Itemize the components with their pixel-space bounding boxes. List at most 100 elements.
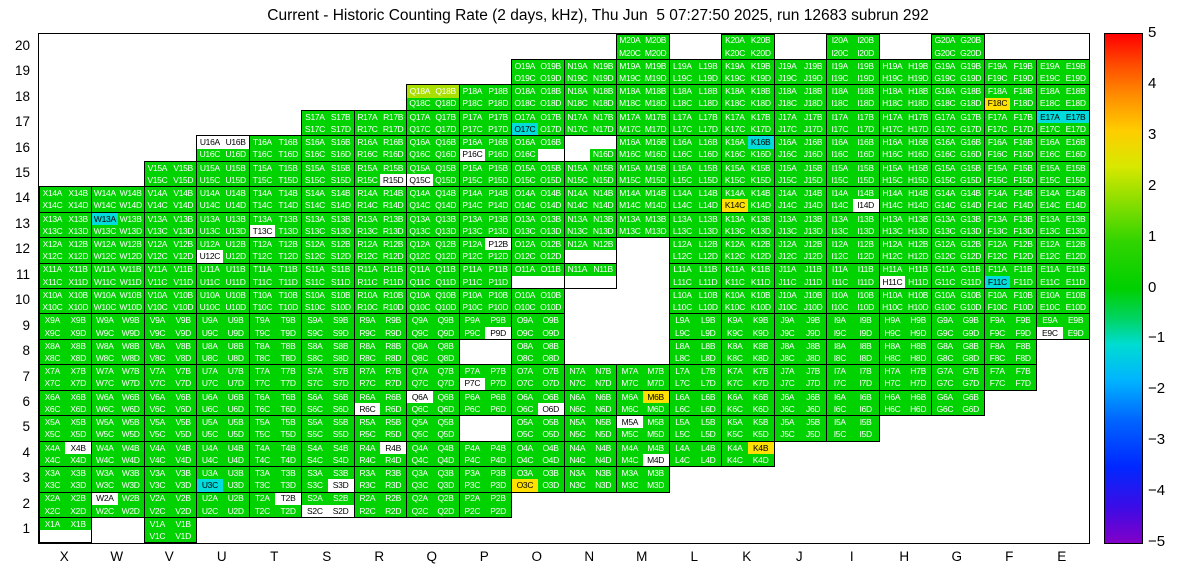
cell-X11: X11A X11B X11C X11D bbox=[39, 262, 92, 289]
module-N19A: N19A bbox=[564, 59, 591, 73]
module-S17D: S17D bbox=[327, 123, 354, 136]
module-I18A: I18A bbox=[827, 85, 853, 98]
cell-T15: T15A T15B T15C T15D bbox=[248, 160, 302, 188]
module-G19B: G19B bbox=[957, 59, 984, 73]
module-V15B: V15B bbox=[170, 161, 196, 174]
cell-X13: X13A X13B X13C X13D bbox=[39, 211, 92, 239]
module-W12C: W12C bbox=[92, 250, 118, 263]
module-U6B: U6B bbox=[222, 390, 249, 404]
module-I15C: I15C bbox=[827, 173, 853, 187]
module-R4B: R4B bbox=[380, 441, 406, 454]
module-V7A: V7A bbox=[144, 365, 171, 378]
module-V10A: V10A bbox=[144, 289, 171, 302]
module-Q3B: Q3B bbox=[432, 467, 459, 480]
module-F19A: F19A bbox=[984, 59, 1011, 73]
module-Q18C: Q18C bbox=[407, 97, 433, 110]
cell-O11: O11A O11B bbox=[511, 262, 565, 289]
module-F18D: F18D bbox=[1010, 97, 1036, 110]
module-S12A: S12A bbox=[302, 238, 328, 251]
module-E18D: E18D bbox=[1062, 97, 1089, 110]
module-W13A: W13A bbox=[92, 212, 118, 225]
module-H7C: H7C bbox=[879, 377, 906, 390]
cell-J5: J5A J5B J5C J5D bbox=[773, 415, 827, 442]
module-O10B: O10B bbox=[537, 289, 564, 302]
colorbar-tick-label: 0 bbox=[1148, 278, 1157, 296]
cell-E18: E18A E18B E18C E18D bbox=[1036, 84, 1089, 111]
module-I16A: I16A bbox=[827, 136, 853, 149]
module-W4D: W4D bbox=[117, 453, 144, 467]
cell-L7: L7A L7B L7C L7D bbox=[668, 364, 722, 391]
module-N15B: N15B bbox=[590, 161, 616, 174]
module-X8B: X8B bbox=[65, 339, 91, 353]
module-G15D: G15D bbox=[957, 173, 984, 187]
module-H19D: H19D bbox=[905, 72, 931, 85]
module-G11C: G11C bbox=[932, 275, 958, 288]
module-E11B: E11B bbox=[1062, 263, 1089, 276]
module-K14A: K14A bbox=[722, 187, 748, 200]
module-O7C: O7C bbox=[512, 377, 538, 390]
module-J15C: J15C bbox=[774, 173, 801, 187]
module-O11B: O11B bbox=[537, 263, 564, 276]
module-N3C: N3C bbox=[564, 479, 591, 492]
module-K10C: K10C bbox=[722, 301, 748, 314]
cell-Q2: Q2A Q2B Q2C Q2D bbox=[406, 491, 460, 519]
module-M5C: M5C bbox=[617, 428, 643, 441]
module-V5D: V5D bbox=[170, 428, 196, 441]
module-Q16D: Q16D bbox=[432, 148, 459, 161]
module-S5D: S5D bbox=[327, 428, 354, 441]
module-Q11A: Q11A bbox=[407, 263, 433, 276]
module-R17B: R17B bbox=[380, 110, 406, 124]
module-I9D: I9D bbox=[852, 326, 879, 339]
module-Q16C: Q16C bbox=[407, 148, 433, 161]
module-R7D: R7D bbox=[380, 377, 406, 390]
cell-P6: P6A P6B P6C P6D bbox=[458, 389, 512, 417]
module-M15D: M15D bbox=[642, 173, 669, 187]
module-M15C: M15C bbox=[617, 173, 643, 187]
module-O3A: O3A bbox=[512, 467, 538, 480]
module-J12B: J12B bbox=[800, 238, 826, 251]
module-I7A: I7A bbox=[827, 365, 853, 378]
module-X6C: X6C bbox=[39, 403, 66, 416]
module-E19C: E19C bbox=[1037, 72, 1063, 85]
module-I14C: I14C bbox=[827, 199, 853, 212]
cell-W6: W6A W6B W6C W6D bbox=[91, 389, 145, 417]
module-T7A: T7A bbox=[249, 365, 276, 378]
cell-N6: N6A N6B N6C N6D bbox=[563, 389, 617, 417]
module-X14B: X14B bbox=[65, 187, 91, 200]
module-L10B: L10B bbox=[695, 289, 721, 302]
module-M6C: M6C bbox=[617, 403, 643, 416]
module-E15C: E15C bbox=[1037, 173, 1063, 187]
module-E12D: E12D bbox=[1062, 250, 1089, 263]
cell-E15: E15A E15B E15C E15D bbox=[1036, 160, 1089, 188]
module-N13D: N13D bbox=[590, 224, 616, 238]
module-J19A: J19A bbox=[774, 59, 801, 73]
module-L4A: L4A bbox=[669, 441, 696, 454]
module-P2B: P2B bbox=[485, 492, 511, 505]
module-P4D: P4D bbox=[485, 453, 511, 467]
module-L8D: L8D bbox=[695, 352, 721, 365]
module-M5A: M5A bbox=[617, 416, 643, 429]
module-W12D: W12D bbox=[117, 250, 144, 263]
module-P15D: P15D bbox=[485, 173, 511, 187]
module-H7B: H7B bbox=[905, 365, 931, 378]
module-U13C: U13C bbox=[197, 224, 223, 238]
module-M15A: M15A bbox=[617, 161, 643, 174]
module-V11C: V11C bbox=[144, 275, 171, 288]
module-H19A: H19A bbox=[879, 59, 906, 73]
module-Q11C: Q11C bbox=[407, 275, 433, 288]
module-M4D: M4D bbox=[642, 453, 669, 467]
module-Q8D: Q8D bbox=[432, 352, 459, 365]
module-V3C: V3C bbox=[144, 479, 171, 492]
module-R14C: R14C bbox=[354, 199, 381, 212]
module-R5C: R5C bbox=[354, 428, 381, 441]
module-E19B: E19B bbox=[1062, 59, 1089, 73]
cell-T14: T14A T14B T14C T14D bbox=[248, 186, 302, 213]
cell-M20: M20A M20B M20C M20D bbox=[616, 34, 670, 60]
cell-I17: I17A I17B I17C I17D bbox=[826, 109, 880, 137]
module-X1D bbox=[65, 530, 91, 543]
cell-I6: I6A I6B I6C I6D bbox=[826, 389, 880, 417]
module-S2C: S2C bbox=[302, 504, 328, 518]
module-S12B: S12B bbox=[327, 238, 354, 251]
module-P9A: P9A bbox=[459, 314, 486, 327]
module-X3D: X3D bbox=[65, 479, 91, 492]
